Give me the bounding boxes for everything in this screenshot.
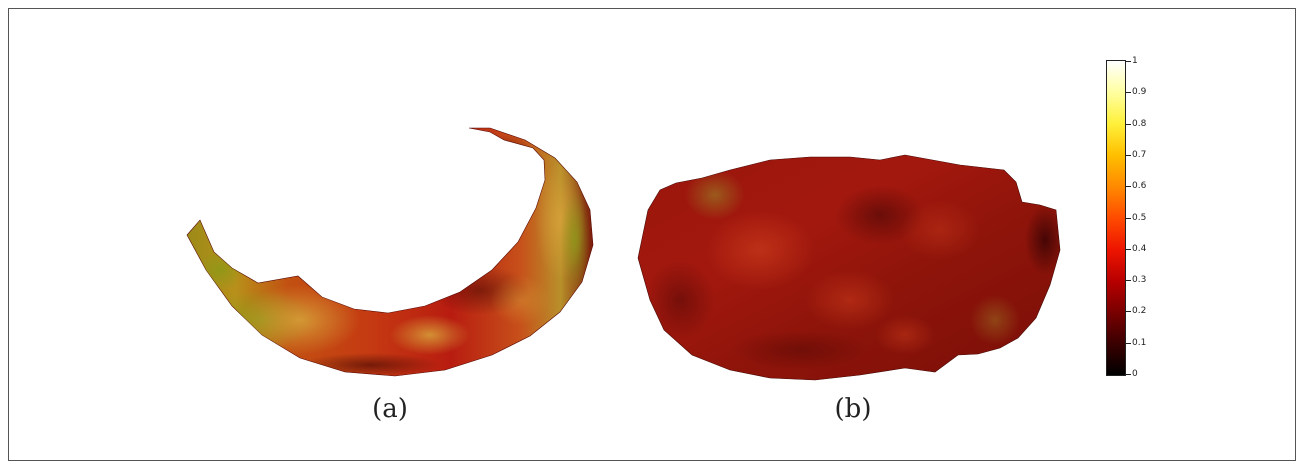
colorbar-tick-label: 0.3 (1132, 275, 1147, 286)
colorbar-tick-label: 0.5 (1132, 212, 1147, 223)
colorbar (1106, 60, 1126, 376)
caption-a: (a) (372, 394, 408, 424)
colorbar-tick-label: 0.6 (1132, 181, 1147, 192)
surface-b (637, 154, 1061, 381)
colorbar-tick-label: 0.4 (1132, 243, 1147, 254)
colorbar-tick (1126, 186, 1131, 188)
colorbar-tick (1126, 92, 1131, 94)
colorbar-tick (1126, 217, 1131, 219)
colorbar-tick-label: 0.7 (1132, 149, 1147, 160)
colorbar-tick (1126, 248, 1131, 250)
colorbar-tick (1126, 154, 1131, 156)
colorbar-tick (1126, 123, 1131, 125)
surface-a (186, 127, 594, 377)
colorbar-tick-label: 0 (1132, 369, 1138, 379)
colorbar-tick-label: 0.9 (1132, 87, 1147, 98)
colorbar-tick-label: 0.2 (1132, 306, 1147, 317)
colorbar-tick-label: 0.8 (1132, 118, 1147, 129)
colorbar-tick (1126, 311, 1131, 313)
colorbar-tick (1126, 280, 1131, 282)
colorbar-tick (1126, 342, 1131, 344)
colorbar-tick-label: 0.1 (1132, 337, 1147, 348)
colorbar-tick (1126, 374, 1131, 375)
caption-b: (b) (834, 394, 872, 424)
colorbar-tick-label: 1 (1132, 56, 1138, 66)
colorbar-tick (1126, 61, 1131, 62)
